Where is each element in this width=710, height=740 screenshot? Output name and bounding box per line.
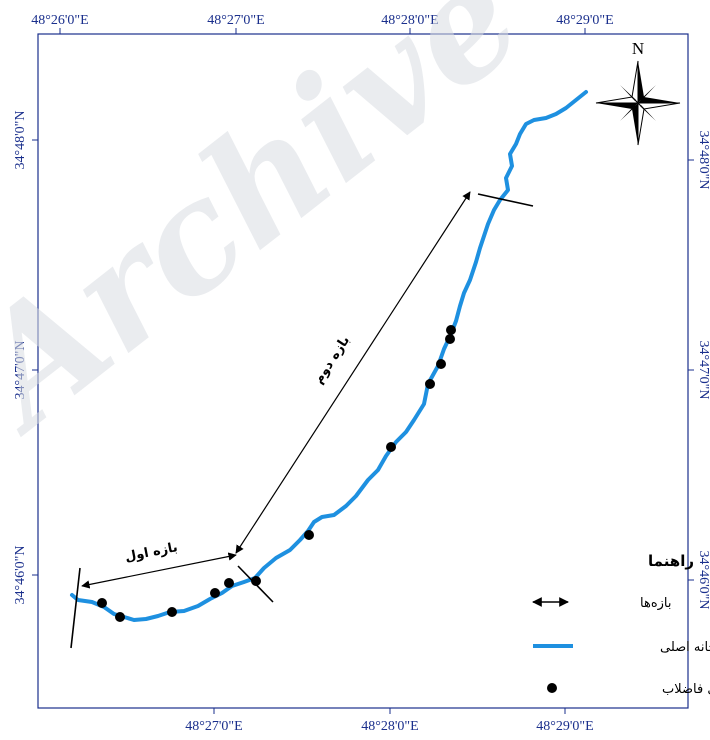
- bottom-tick-label-1: 48°27'0"E: [185, 719, 242, 734]
- sewage-outlet-point: [224, 578, 234, 588]
- sewage-outlet-point: [446, 325, 456, 335]
- tick-marks: [32, 28, 694, 714]
- sewage-outlet-point: [436, 359, 446, 369]
- sewage-outlet-point: [210, 588, 220, 598]
- first-reach-label: بازه اول: [124, 540, 179, 565]
- right-tick-label-1: 34°48'0"N: [696, 131, 710, 190]
- sewage-outlet-point: [304, 530, 314, 540]
- legend-item-outlet: ورودی فاضلاب: [662, 682, 710, 697]
- sewage-outlet-point: [251, 576, 261, 586]
- second-reach-arrow: [235, 191, 471, 554]
- sewage-outlets: [97, 325, 456, 622]
- top-tick-label-3: 48°28'0"E: [381, 13, 438, 28]
- sewage-outlet-point: [445, 334, 455, 344]
- left-tick-label-1: 34°48'0"N: [13, 111, 28, 170]
- first-reach-arrow: [81, 552, 237, 589]
- reach-start-line: [70, 567, 81, 649]
- north-arrow-icon: [595, 60, 681, 146]
- right-tick-label-2: 34°47'0"N: [696, 341, 710, 400]
- sewage-outlet-point: [115, 612, 125, 622]
- left-tick-label-3: 34°46'0"N: [13, 546, 28, 605]
- sewage-outlet-point: [425, 379, 435, 389]
- bottom-tick-label-3: 48°29'0"E: [536, 719, 593, 734]
- right-tick-label-3: 34°46'0"N: [696, 551, 710, 610]
- legend-item-reaches: بازه‌ها: [640, 596, 671, 611]
- top-tick-label-2: 48°27'0"E: [207, 13, 264, 28]
- top-tick-label-1: 48°26'0"E: [31, 13, 88, 28]
- sewage-outlet-point: [97, 598, 107, 608]
- reach-end-line: [477, 193, 534, 207]
- left-tick-label-2: 34°47'0"N: [13, 341, 28, 400]
- second-reach-label: بازه دوم: [311, 333, 353, 386]
- top-tick-label-4: 48°29'0"E: [556, 13, 613, 28]
- map-frame: [37, 33, 689, 709]
- sewage-outlet-point: [386, 442, 396, 452]
- watermark: Archive: [0, 0, 553, 466]
- north-label: N: [632, 39, 644, 58]
- sewage-outlet-point: [167, 607, 177, 617]
- legend-item-river: رودخانه اصلی: [660, 640, 710, 655]
- legend-outlet-dot-icon: [547, 683, 557, 693]
- legend: راهنما بازه‌ها رودخانه اصلی ورودی فاضلاب: [532, 552, 710, 697]
- legend-title: راهنما: [648, 552, 694, 570]
- bottom-tick-label-2: 48°28'0"E: [361, 719, 418, 734]
